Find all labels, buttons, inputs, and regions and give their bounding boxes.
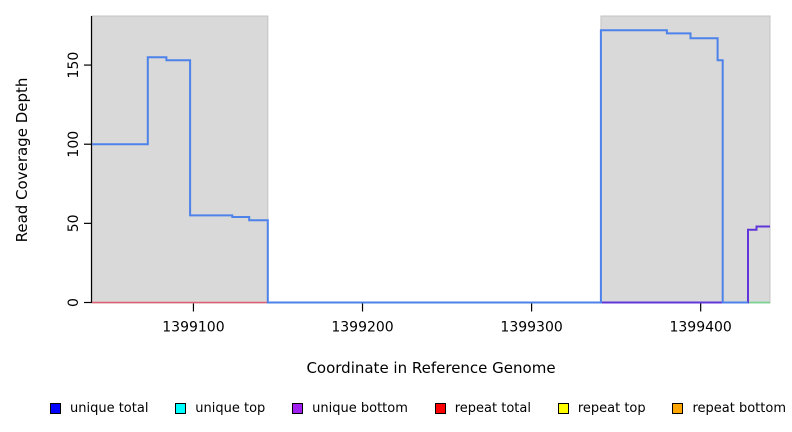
shaded-region-right bbox=[600, 15, 771, 304]
shaded-region-left bbox=[91, 15, 269, 304]
legend-label: repeat top bbox=[577, 400, 646, 416]
axes-layer: 0 50 100 150 1399100 1399200 1399300 1399400 bbox=[66, 16, 732, 336]
y-tick-label: 100 bbox=[66, 131, 82, 158]
legend-label: unique top bbox=[195, 400, 266, 416]
legend-swatch-unique-total bbox=[50, 402, 61, 414]
legend-swatch-repeat-bottom bbox=[672, 402, 684, 414]
shaded-regions-layer bbox=[91, 15, 771, 304]
legend-swatch-unique-top bbox=[175, 402, 187, 414]
x-tick-label: 1399100 bbox=[162, 320, 224, 336]
series-layer bbox=[92, 29, 770, 304]
y-tick-label: 150 bbox=[66, 52, 82, 79]
y-tick-label: 0 bbox=[66, 298, 82, 307]
legend-swatch-repeat-top bbox=[557, 402, 569, 414]
plot-legend: unique total unique top unique bottom repea… bbox=[50, 397, 786, 419]
legend-label: unique total bbox=[70, 400, 149, 416]
series-line-unique-total bbox=[92, 29, 748, 304]
legend-swatch-unique-bottom bbox=[292, 402, 304, 414]
legend-item-unique-bottom: unique bottom bbox=[292, 402, 408, 415]
series-line-unique-bottom bbox=[267, 225, 770, 304]
x-axis-label: Coordinate in Reference Genome bbox=[306, 359, 555, 377]
y-axis-label: Read Coverage Depth bbox=[13, 78, 31, 243]
legend-label: unique bottom bbox=[312, 400, 408, 416]
x-tick-label: 1399400 bbox=[669, 320, 731, 336]
legend-item-unique-top: unique top bbox=[175, 402, 265, 415]
y-tick-label: 50 bbox=[66, 214, 82, 232]
x-tick-label: 1399300 bbox=[500, 320, 562, 336]
legend-swatch-repeat-total bbox=[434, 402, 446, 414]
legend-item-repeat-top: repeat top bbox=[557, 400, 646, 416]
legend-item-unique-total: unique total bbox=[50, 402, 148, 415]
legend-label: repeat bottom bbox=[692, 400, 786, 416]
legend-label: repeat total bbox=[454, 400, 531, 416]
legend-item-repeat-bottom: repeat bottom bbox=[672, 402, 786, 415]
legend-item-repeat-total: repeat total bbox=[434, 400, 531, 416]
x-tick-label: 1399200 bbox=[331, 320, 393, 336]
